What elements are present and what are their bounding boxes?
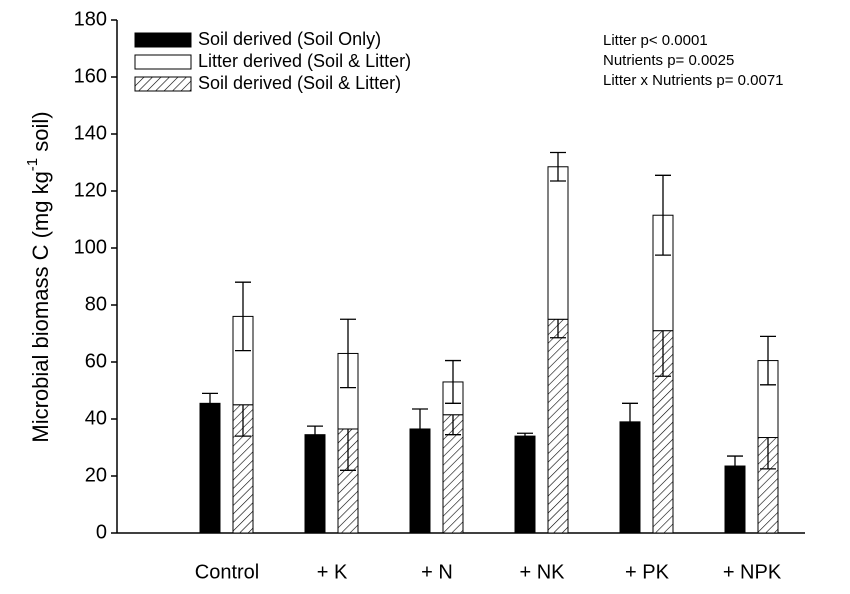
error-bar (760, 335, 776, 386)
bar (199, 402, 221, 534)
error-bar (445, 359, 461, 404)
bar (514, 435, 536, 534)
bar-segment (547, 166, 569, 320)
error-bar (655, 174, 671, 256)
x-tick-label: + N (421, 561, 453, 583)
y-tick-label: 140 (74, 122, 107, 144)
y-tick-label: 60 (85, 350, 107, 372)
legend-swatch (134, 54, 192, 70)
error-bar (622, 402, 638, 442)
y-tick-label: 80 (85, 293, 107, 315)
error-bar (550, 151, 566, 182)
error-bar (412, 408, 428, 450)
y-tick-label: 20 (85, 464, 107, 486)
legend-label: Soil derived (Soil Only) (198, 29, 381, 49)
annotation: Nutrients p= 0.0025 (603, 52, 734, 69)
error-bar (517, 432, 533, 440)
y-tick-label: 0 (96, 521, 107, 543)
x-tick-label: + NK (519, 561, 565, 583)
error-bar (307, 425, 323, 444)
legend-label: Soil derived (Soil & Litter) (198, 73, 401, 93)
error-bar (202, 392, 218, 414)
bar (304, 434, 326, 534)
legend-label: Litter derived (Soil & Litter) (198, 51, 411, 71)
bar-segment (547, 318, 569, 534)
y-tick-label: 100 (74, 236, 107, 258)
annotation: Litter x Nutrients p= 0.0071 (603, 72, 784, 89)
x-tick-label: + NPK (723, 561, 782, 583)
error-bar (340, 318, 356, 389)
x-tick-label: + PK (625, 561, 670, 583)
y-tick-label: 40 (85, 407, 107, 429)
x-tick-label: + K (317, 561, 348, 583)
error-bar (235, 281, 251, 352)
legend-swatch (134, 76, 192, 92)
y-tick-label: 120 (74, 179, 107, 201)
error-bar (727, 455, 743, 477)
annotation: Litter p< 0.0001 (603, 32, 708, 49)
x-tick-label: Control (195, 561, 259, 583)
legend-swatch (134, 32, 192, 48)
y-tick-label: 160 (74, 65, 107, 87)
y-axis-label: Microbial biomass C (mg kg-1 soil) (24, 111, 53, 442)
y-tick-label: 180 (74, 8, 107, 30)
